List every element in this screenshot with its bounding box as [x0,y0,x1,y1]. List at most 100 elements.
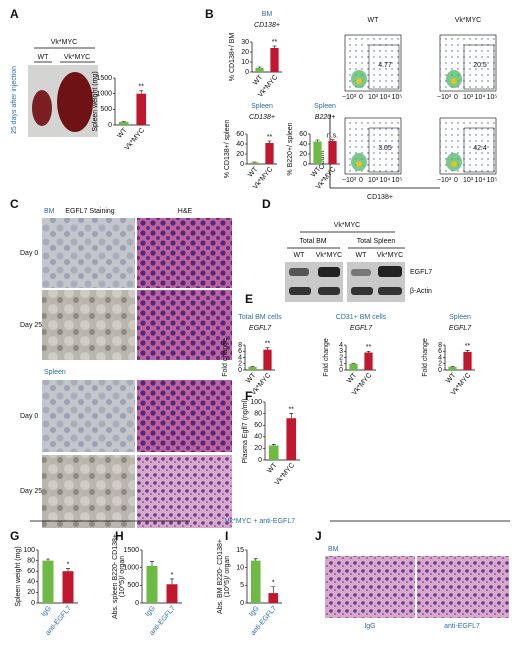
x-tick-label: −10³ [437,177,452,184]
chart-subtitle: CD138+ [249,114,275,121]
bar [62,571,74,603]
x-tick-label: 10⁵ [392,177,403,184]
y-tick-label: 1 [339,361,343,368]
band [351,287,373,295]
band [289,268,309,276]
y-tick-label: 20 [241,49,249,56]
bar [463,351,472,370]
micrograph [137,218,232,288]
x-tick-label: 10⁵ [487,94,498,101]
micrograph [42,380,135,452]
x-tick-label: 0 [359,177,363,184]
gate [368,44,400,90]
flow-cloud [356,161,362,167]
y-tick-label: 0 [135,600,139,607]
panel-title: Vk*MYC [51,39,77,46]
y-tick-label: 0 [240,600,244,607]
chart-subtitle: EGFL7 [350,325,373,332]
error-bar [450,365,455,367]
gate [463,127,495,173]
y-tick-label: 80 [27,557,35,564]
y-tick-label: 60 [27,568,35,575]
error-bar [271,444,276,446]
gate-value: 3.05 [378,145,392,152]
panel-label: D [262,197,271,211]
panel-label: A [10,7,19,21]
x-tick-label: WT [247,165,260,178]
x-tick-label: WT [252,73,265,86]
y-tick-label: 1000 [96,91,112,98]
bar [265,143,274,164]
bar [118,121,129,125]
bar [263,349,272,370]
band [318,267,340,277]
label: Vk*MYC [64,54,90,61]
chart-subtitle: EGFL7 [249,325,272,332]
x-tick-label: 10⁵ [487,177,498,184]
micrograph [137,290,232,360]
panel-label: E [245,292,253,306]
bar [270,48,279,72]
row-label: Day 0 [20,413,38,420]
label: Vk*MYC [377,252,403,259]
error-bar [265,347,270,350]
y-tick-label: 2 [238,361,242,368]
flow-cloud [451,161,457,167]
x-tick-label: 0 [454,177,458,184]
error-bar [121,120,126,122]
error-bar [46,558,50,561]
band-label: EGFL7 [410,269,432,276]
significance: ** [272,39,278,46]
x-tick-label: IgG [248,605,261,618]
y-axis-label: % CD138+/ spleen [224,120,231,179]
y-axis-label: Abs. spleen B220- CD138+ [112,534,119,619]
bar [250,560,261,603]
spleen-wt [32,90,52,126]
x-tick-label: IgG [144,605,157,618]
y-tick-label: 10 [236,565,244,572]
chart-title: Spleen [314,103,336,110]
y-tick-label: 8 [238,342,242,349]
y-axis-label: Fold change [422,338,429,377]
chart-title: BM [262,11,273,18]
significance: ** [265,341,271,348]
significance: ** [366,344,372,351]
y-tick-label: 20 [236,151,244,158]
error-bar [252,161,257,163]
panel-label: I [225,529,228,543]
y-axis-label: Spleen weight (mg) [15,546,22,606]
x-tick-label: 10³ [463,177,474,184]
error-bar [272,45,277,48]
x-tick-label: 10⁴ [380,94,391,101]
column-label: H&E [178,208,193,215]
y-tick-label: 0 [303,161,307,168]
label: WT [38,54,50,61]
significance: n.s. [327,132,338,139]
chart-title: Spleen [449,314,471,321]
band [378,266,402,277]
x-tick-label: −10³ [437,94,452,101]
error-bar [315,139,320,142]
y-tick-label: 40 [236,141,244,148]
x-tick-label: −10³ [342,177,357,184]
label: Total Spleen [357,238,396,245]
x-tick-label: −10³ [342,94,357,101]
y-tick-label: 40 [254,434,262,441]
y-tick-label: 8 [438,342,442,349]
bar [286,418,297,460]
label: IgG [364,623,375,630]
y-tick-label: 0 [438,367,442,374]
band [289,287,311,295]
chart-subtitle: B220+ [315,114,335,121]
micrograph [42,455,135,528]
significance: * [272,580,275,587]
x-tick-label: 10⁵ [392,94,403,101]
bar [268,445,279,460]
panel-title: BM [328,546,339,553]
error-bar [465,350,470,352]
flow-cloud [356,78,362,84]
label: Vk*MYC [316,252,342,259]
gate [368,127,400,173]
error-bar [351,362,356,364]
error-bar [170,578,174,585]
